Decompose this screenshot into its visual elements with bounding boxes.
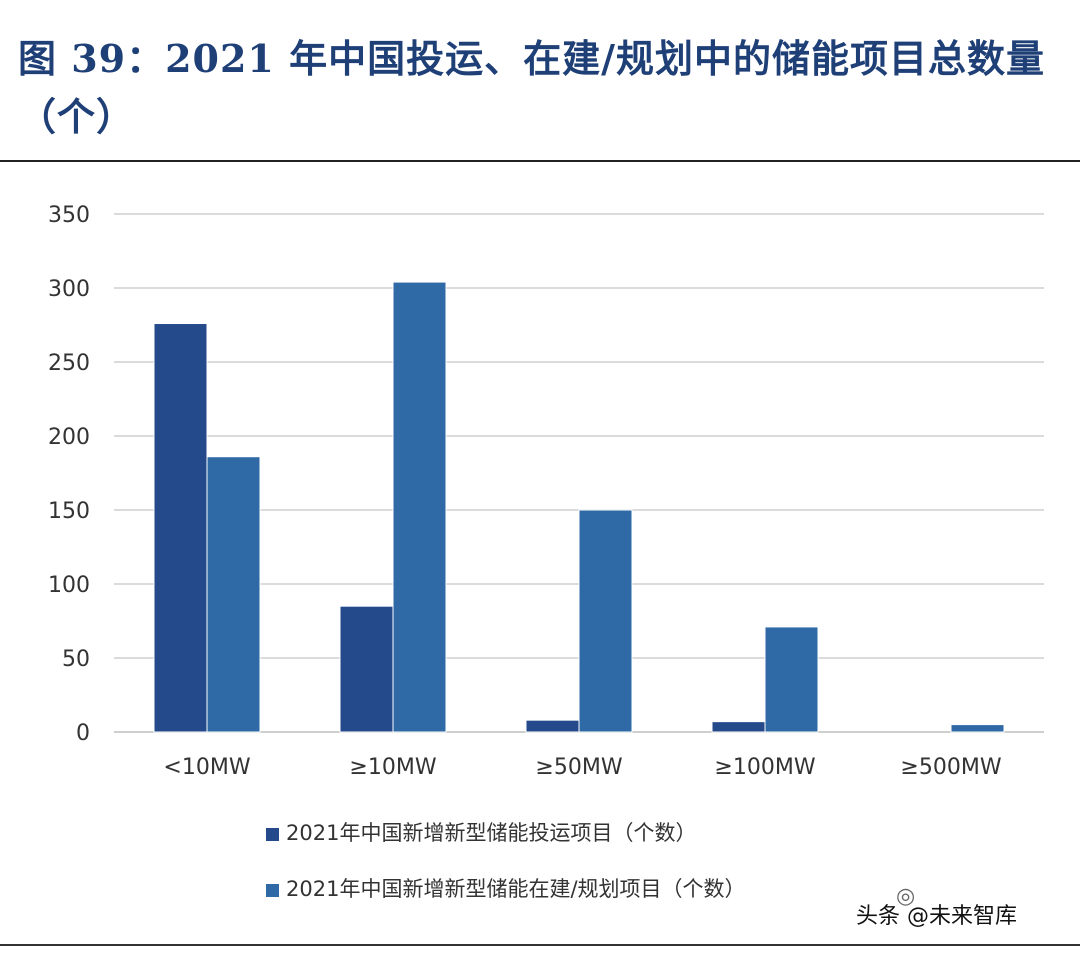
bar: [578, 509, 633, 733]
bar: [764, 626, 819, 733]
bar: [153, 323, 208, 733]
y-tick-label: 150: [48, 499, 90, 524]
x-tick-label: <10MW: [163, 755, 250, 780]
wechat-bubble-icon: ◎: [896, 884, 916, 909]
x-tick-label: ≥50MW: [535, 755, 622, 780]
y-tick-label: 200: [48, 425, 90, 450]
y-tick-label: 350: [48, 203, 90, 228]
legend-swatch: [266, 884, 279, 897]
bar: [339, 605, 394, 733]
legend-swatch: [266, 828, 279, 841]
bar: [950, 724, 1005, 733]
bar: [711, 721, 766, 733]
y-tick-label: 50: [62, 647, 90, 672]
legend-label: 2021年中国新增新型储能在建/规划项目（个数）: [286, 877, 746, 901]
x-tick-label: ≥100MW: [714, 755, 815, 780]
y-tick-label: 0: [76, 721, 90, 746]
chart-title: 图 39：2021 年中国投运、在建/规划中的储能项目总数量（个）: [18, 36, 1045, 139]
y-tick-label: 300: [48, 277, 90, 302]
watermark-text: 头条 @未来智库: [856, 904, 1017, 929]
x-tick-label: ≥10MW: [349, 755, 436, 780]
y-tick-label: 100: [48, 573, 90, 598]
title-divider: [0, 160, 1080, 162]
legend-label: 2021年中国新增新型储能投运项目（个数）: [286, 821, 696, 845]
x-tick-label: ≥500MW: [900, 755, 1001, 780]
bar: [392, 281, 447, 733]
bar: [525, 719, 580, 733]
footer-divider: [0, 944, 1080, 946]
y-tick-label: 250: [48, 351, 90, 376]
bar: [206, 456, 261, 733]
